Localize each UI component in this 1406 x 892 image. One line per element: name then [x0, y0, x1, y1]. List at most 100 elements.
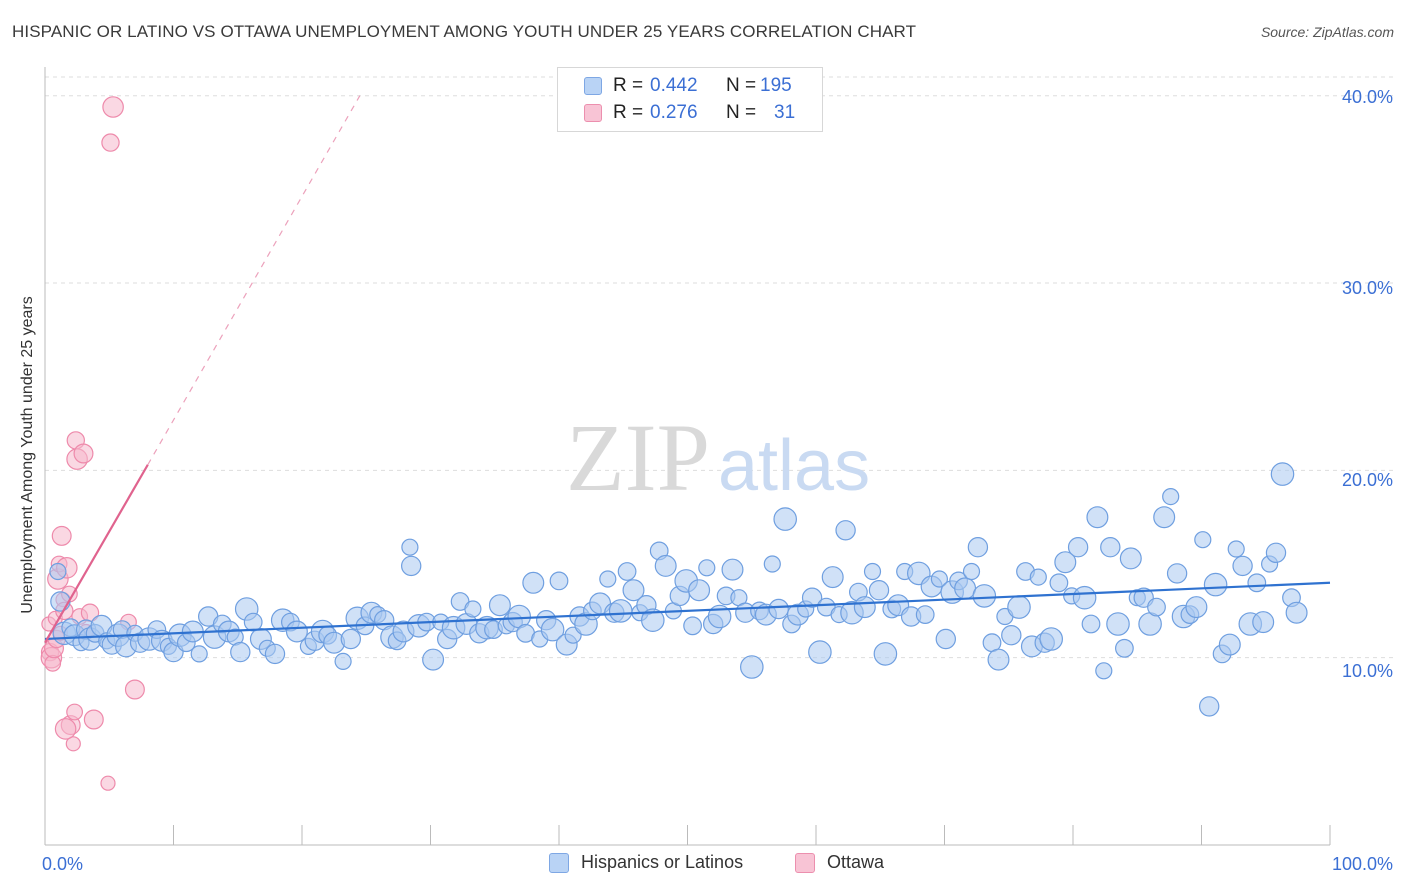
point [51, 525, 72, 546]
point [1166, 563, 1188, 584]
point [683, 616, 702, 636]
point [763, 555, 781, 573]
point [540, 617, 565, 642]
point [401, 555, 422, 577]
point [101, 133, 120, 152]
pink-r-value: 0.276 [650, 102, 698, 123]
point [100, 775, 116, 791]
trend-lines [44, 95, 1331, 644]
source-credit: Source: ZipAtlas.com [1260, 24, 1394, 40]
ottawa-trend-line [44, 464, 149, 644]
watermark-atlas: atlas [718, 426, 870, 506]
point [1072, 585, 1097, 610]
point [1100, 537, 1121, 558]
watermark-zip: ZIP [566, 404, 710, 511]
gridlines [45, 76, 1395, 659]
point [285, 620, 308, 643]
point [617, 562, 637, 581]
point [1252, 611, 1275, 634]
point [873, 642, 898, 666]
point [640, 608, 665, 632]
point [1265, 542, 1287, 564]
point [801, 587, 823, 608]
y-tick-label-30: 30.0% [1342, 278, 1393, 298]
ottawa-points [40, 96, 145, 791]
point [422, 648, 445, 671]
blue-n-label: N = [726, 75, 757, 96]
pink-r-label: R = [613, 102, 644, 123]
point [863, 562, 882, 581]
point [1227, 540, 1245, 558]
point [1119, 547, 1142, 570]
point [1049, 573, 1069, 593]
blue-swatch [584, 77, 602, 95]
pink-n-value: 31 [774, 102, 796, 123]
point [773, 507, 797, 531]
point [698, 559, 716, 577]
point [1086, 506, 1109, 529]
point [230, 641, 251, 663]
legend-hispanic-label: Hispanics or Latinos [581, 852, 744, 872]
point [1162, 488, 1180, 506]
point [930, 570, 949, 588]
point [65, 736, 81, 752]
point [102, 96, 124, 118]
point [808, 640, 832, 664]
blue-r-label: R = [613, 75, 644, 96]
point [488, 594, 511, 617]
point [821, 566, 844, 589]
correlation-stats-box: R = 0.442 N = 195 R = 0.276 N = 31 [557, 67, 823, 132]
point [599, 570, 617, 588]
point [1270, 462, 1295, 486]
pink-n-label: N = [726, 102, 757, 123]
point [334, 652, 352, 671]
blue-n-value: 195 [760, 75, 792, 96]
pink-swatch [584, 104, 602, 122]
point [768, 598, 789, 620]
legend-pink-swatch [795, 853, 815, 873]
point [1218, 633, 1241, 656]
y-tick-label-10: 10.0% [1342, 661, 1393, 681]
legend-ottawa-label: Ottawa [827, 852, 885, 872]
point [915, 605, 935, 624]
point [987, 648, 1010, 671]
x-tick-label-0: 0.0% [42, 854, 83, 874]
point [1247, 573, 1267, 593]
point [1198, 696, 1220, 717]
point [1095, 662, 1113, 680]
point [54, 718, 77, 740]
point [464, 600, 482, 618]
point [1147, 597, 1166, 617]
point [1203, 572, 1228, 597]
point [622, 579, 645, 602]
point [967, 537, 989, 558]
point [972, 584, 997, 608]
y-axis-label: Unemployment Among Youth under 25 years [19, 296, 36, 614]
point [49, 562, 67, 581]
point [707, 604, 732, 629]
point [1081, 614, 1101, 634]
point [962, 562, 981, 581]
point [935, 628, 957, 650]
point [190, 645, 208, 663]
point [1029, 568, 1047, 586]
point [853, 596, 876, 619]
point [608, 599, 633, 623]
hispanic-trend-line [44, 581, 1331, 641]
point [1007, 595, 1031, 619]
y-tick-label-40: 40.0% [1342, 87, 1393, 107]
point [340, 628, 361, 650]
point [1185, 596, 1208, 619]
point [1194, 531, 1212, 549]
point [688, 579, 711, 602]
point [66, 703, 83, 721]
chart-title: HISPANIC OR LATINO VS OTTAWA UNEMPLOYMEN… [12, 22, 917, 41]
point [1114, 638, 1134, 658]
tick-labels: 0.0% 100.0% 10.0% 20.0% 30.0% 40.0% [42, 87, 1393, 874]
point [721, 558, 744, 581]
x-tick-label-100: 100.0% [1332, 854, 1393, 874]
point [83, 709, 104, 730]
y-tick-label-20: 20.0% [1342, 470, 1393, 490]
point [868, 580, 890, 601]
